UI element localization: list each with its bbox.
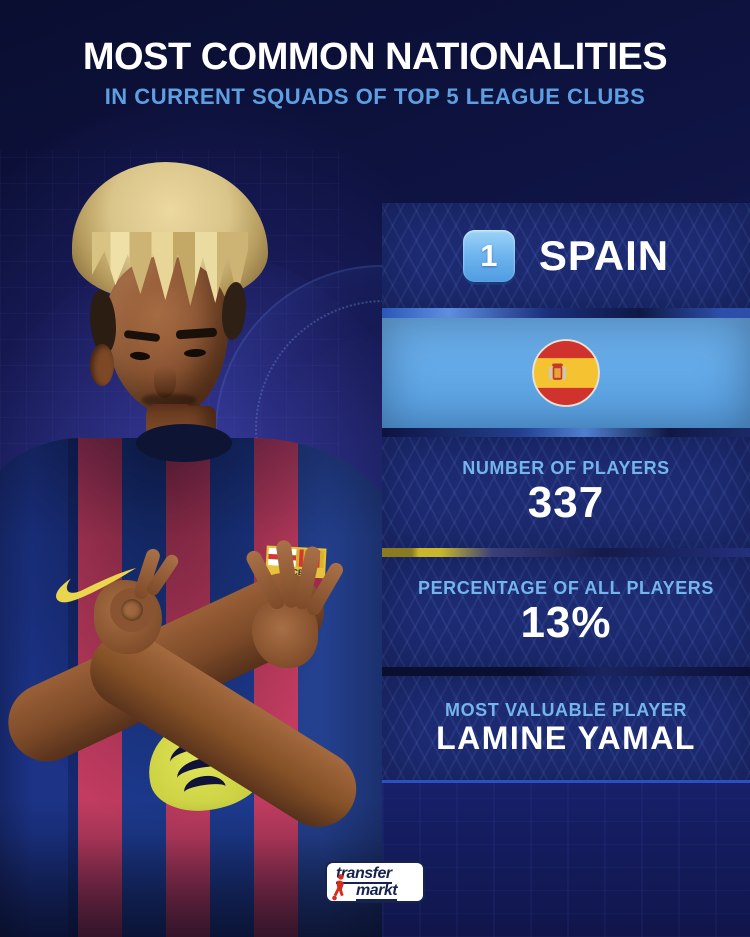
spain-coat-of-arms — [549, 363, 566, 380]
logo-word-transfer: transfer — [336, 865, 392, 884]
rank-header-panel: 1 SPAIN — [382, 203, 750, 308]
transfermarkt-player-icon — [332, 874, 344, 901]
photo-gap-strip — [382, 667, 750, 676]
photo-gap-strip — [382, 428, 750, 437]
photo-gap-strip — [382, 308, 750, 318]
stat-label: PERCENTAGE OF ALL PLAYERS — [417, 577, 715, 598]
rank-number: 1 — [480, 237, 498, 273]
stat-value: LAMINE YAMAL — [436, 720, 696, 757]
jersey-collar — [136, 424, 232, 462]
player-ok-gesture — [110, 588, 154, 632]
stat-panel-most-valuable-player: MOST VALUABLE PLAYER LAMINE YAMAL — [382, 676, 750, 780]
stat-label: MOST VALUABLE PLAYER — [444, 700, 688, 721]
player-nose — [154, 366, 176, 398]
stat-label: NUMBER OF PLAYERS — [462, 458, 670, 479]
page-title: MOST COMMON NATIONALITIES — [82, 36, 668, 78]
stat-panel-number-of-players: NUMBER OF PLAYERS 337 — [382, 437, 750, 548]
logo-word-markt: markt — [356, 882, 398, 901]
photo-gap-strip — [382, 780, 750, 783]
transfermarkt-logo: transfer markt — [325, 861, 425, 903]
player-ear — [90, 344, 114, 386]
page-subtitle: IN CURRENT SQUADS OF TOP 5 LEAGUE CLUBS — [104, 84, 646, 109]
nike-swoosh-icon — [56, 567, 137, 603]
bottom-right-texture — [382, 780, 750, 937]
flag-panel — [382, 318, 750, 428]
country-name: SPAIN — [538, 231, 670, 279]
player-mustache-shadow — [142, 394, 196, 406]
stat-value: 337 — [527, 478, 605, 528]
keycap-1-icon: 1 — [462, 229, 515, 282]
crest-letters: FCB — [287, 567, 304, 577]
stat-value: 13% — [520, 597, 612, 647]
spain-flag-icon — [532, 339, 600, 407]
photo-gap-strip — [382, 548, 750, 557]
stat-panel-percentage: PERCENTAGE OF ALL PLAYERS 13% — [382, 557, 750, 667]
